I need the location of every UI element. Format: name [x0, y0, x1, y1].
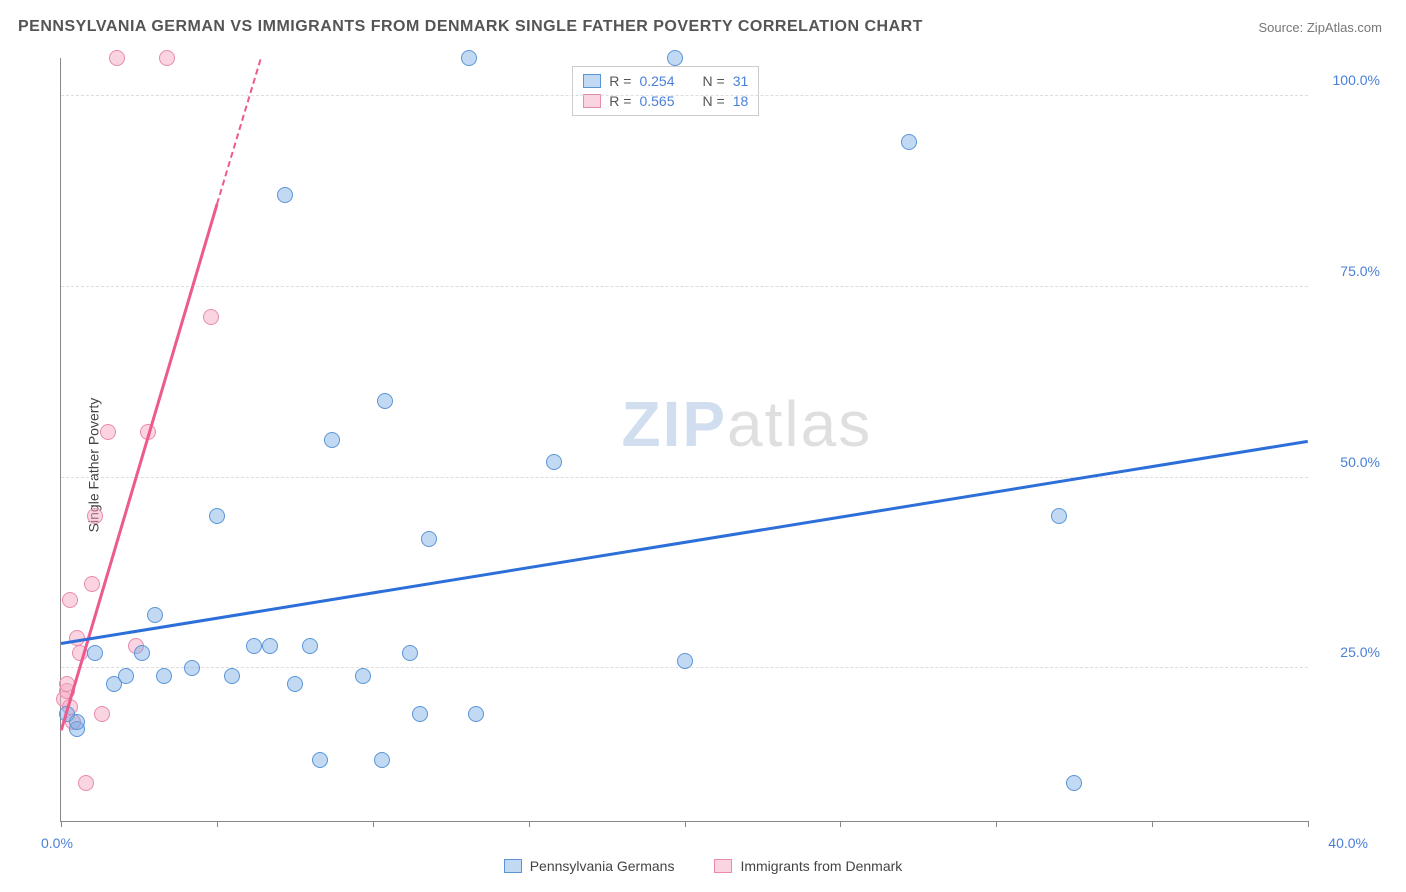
x-tick [685, 821, 686, 827]
data-point [421, 531, 437, 547]
x-tick [61, 821, 62, 827]
series-label: Immigrants from Denmark [740, 858, 902, 874]
data-point [78, 775, 94, 791]
legend-swatch [583, 74, 601, 88]
legend-n-value: 31 [733, 73, 749, 89]
data-point [94, 706, 110, 722]
watermark-atlas: atlas [727, 388, 872, 460]
trend-line [61, 440, 1308, 645]
trend-line [216, 59, 262, 205]
data-point [302, 638, 318, 654]
legend-swatch [714, 859, 732, 873]
x-tick [1308, 821, 1309, 827]
data-point [374, 752, 390, 768]
x-tick [529, 821, 530, 827]
data-point [203, 309, 219, 325]
data-point [156, 668, 172, 684]
x-tick-label: 0.0% [41, 835, 73, 851]
data-point [667, 50, 683, 66]
data-point [1066, 775, 1082, 791]
data-point [324, 432, 340, 448]
data-point [312, 752, 328, 768]
data-point [546, 454, 562, 470]
data-point [159, 50, 175, 66]
y-tick-label: 75.0% [1320, 263, 1380, 279]
x-tick [1152, 821, 1153, 827]
chart-header: PENNSYLVANIA GERMAN VS IMMIGRANTS FROM D… [0, 0, 1406, 44]
y-tick-label: 25.0% [1320, 644, 1380, 660]
data-point [246, 638, 262, 654]
data-point [412, 706, 428, 722]
data-point [277, 187, 293, 203]
series-legend-item: Immigrants from Denmark [714, 858, 902, 874]
x-tick [996, 821, 997, 827]
data-point [287, 676, 303, 692]
x-tick [373, 821, 374, 827]
data-point [377, 393, 393, 409]
plot-area: ZIPatlas R =0.254N =31R =0.565N =18 25.0… [60, 58, 1308, 822]
legend-r-value: 0.254 [639, 73, 674, 89]
watermark: ZIPatlas [621, 387, 872, 461]
data-point [109, 50, 125, 66]
data-point [118, 668, 134, 684]
source-name: ZipAtlas.com [1307, 20, 1382, 35]
chart-container: Single Father Poverty ZIPatlas R =0.254N… [18, 48, 1388, 882]
data-point [69, 714, 85, 730]
correlation-legend: R = 0.254 N = 31 R =0.565N =18 [572, 66, 759, 116]
y-tick-label: 50.0% [1320, 454, 1380, 470]
data-point [461, 50, 477, 66]
data-point [677, 653, 693, 669]
data-point [262, 638, 278, 654]
data-point [184, 660, 200, 676]
data-point [901, 134, 917, 150]
source-attribution: Source: ZipAtlas.com [1258, 20, 1382, 35]
data-point [134, 645, 150, 661]
data-point [209, 508, 225, 524]
data-point [224, 668, 240, 684]
series-label: Pennsylvania Germans [530, 858, 675, 874]
data-point [147, 607, 163, 623]
gridline-h [61, 477, 1308, 478]
series-legend-item: Pennsylvania Germans [504, 858, 675, 874]
x-tick [217, 821, 218, 827]
chart-title: PENNSYLVANIA GERMAN VS IMMIGRANTS FROM D… [18, 18, 923, 36]
legend-n-label: N = [703, 73, 725, 89]
legend-row: R =0.565N =18 [583, 91, 748, 111]
x-tick [840, 821, 841, 827]
series-legend: Pennsylvania Germans Immigrants from Denm… [18, 858, 1388, 874]
data-point [100, 424, 116, 440]
source-prefix: Source: [1258, 20, 1306, 35]
data-point [1051, 508, 1067, 524]
legend-row: R = 0.254 N = 31 [583, 71, 748, 91]
y-tick-label: 100.0% [1320, 72, 1380, 88]
data-point [355, 668, 371, 684]
data-point [402, 645, 418, 661]
x-tick-label: 40.0% [1328, 835, 1368, 851]
data-point [84, 576, 100, 592]
watermark-zip: ZIP [621, 388, 727, 460]
legend-r-label: R = [609, 73, 631, 89]
data-point [62, 592, 78, 608]
legend-swatch [504, 859, 522, 873]
data-point [468, 706, 484, 722]
data-point [87, 508, 103, 524]
gridline-h [61, 286, 1308, 287]
data-point [87, 645, 103, 661]
